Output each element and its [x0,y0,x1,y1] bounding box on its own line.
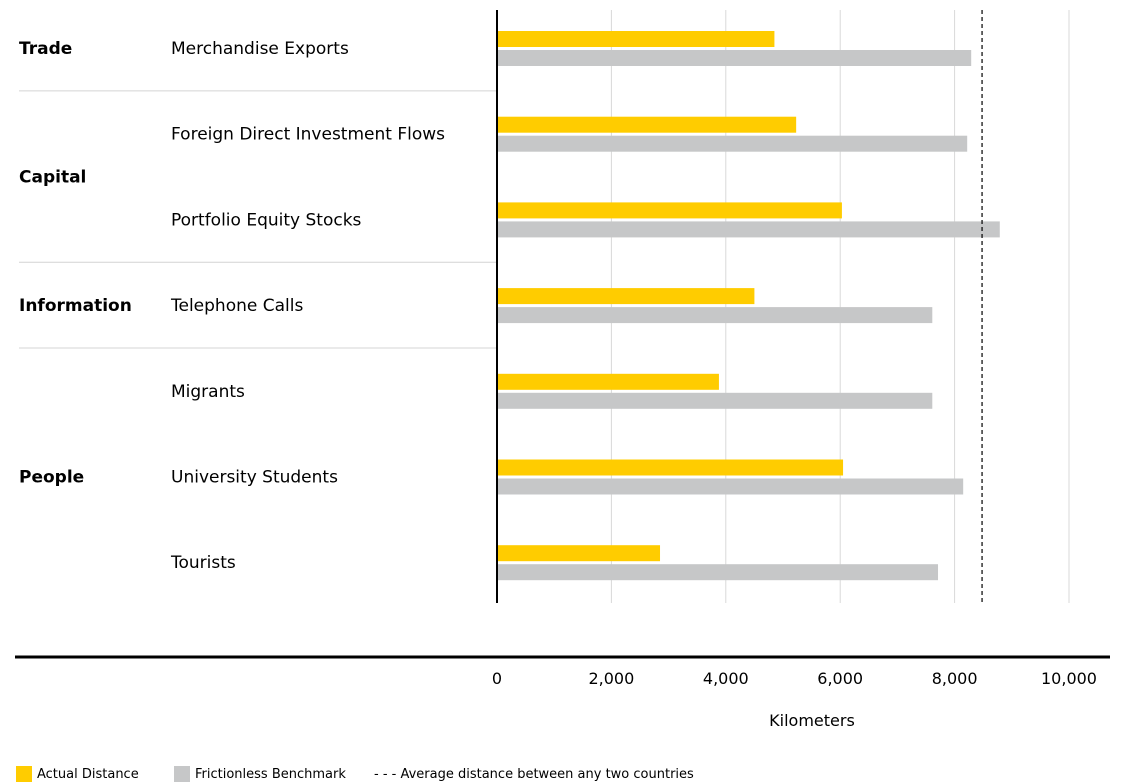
bar-actual-0 [497,31,775,47]
bar-benchmark-6 [497,564,939,581]
group-label-3: People [19,468,84,488]
row-label-3: Telephone Calls [170,296,303,316]
legend-swatch-actual [16,766,32,782]
bar-benchmark-3 [497,307,933,324]
bar-actual-3 [497,288,755,305]
legend-label-average-line: - - - Average distance between any two c… [374,767,694,782]
x-axis-title: Kilometers [769,711,855,730]
bar-actual-1 [497,116,797,133]
gridlines [610,10,1070,603]
bar-actual-4 [497,373,719,390]
row-label-5: University Students [171,468,338,488]
x-tick-label-3: 6,000 [817,669,863,688]
x-tick-labels: 0 2,000 4,000 6,000 8,000 10,000 [492,669,1097,688]
legend: Actual Distance Frictionless Benchmark - -… [16,766,694,782]
row-label-1: Foreign Direct Investment Flows [171,125,445,145]
x-tick-label-4: 8,000 [932,669,978,688]
bars [497,31,1000,581]
row-label-4: Migrants [171,382,245,402]
bar-benchmark-0 [497,50,972,66]
bar-benchmark-4 [497,392,933,409]
legend-label-benchmark: Frictionless Benchmark [195,767,346,782]
group-labels: Trade Capital Information People [19,39,132,488]
bar-benchmark-2 [497,221,1000,238]
bar-actual-5 [497,459,844,476]
legend-swatch-benchmark [174,766,190,782]
x-tick-label-2: 4,000 [703,669,749,688]
row-label-6: Tourists [170,553,236,573]
row-label-0: Merchandise Exports [171,39,349,59]
x-tick-label-1: 2,000 [588,669,634,688]
bar-benchmark-5 [497,478,964,495]
row-labels: Merchandise Exports Foreign Direct Invest… [170,39,445,573]
bar-actual-6 [497,545,661,562]
legend-label-actual: Actual Distance [37,767,139,782]
group-label-1: Capital [19,168,86,188]
group-separators [19,90,497,349]
x-tick-label-5: 10,000 [1041,669,1097,688]
group-label-0: Trade [19,39,72,59]
bar-benchmark-1 [497,135,968,152]
row-label-2: Portfolio Equity Stocks [171,210,362,230]
group-label-2: Information [19,296,132,316]
x-tick-label-0: 0 [492,669,502,688]
bar-actual-2 [497,202,842,219]
